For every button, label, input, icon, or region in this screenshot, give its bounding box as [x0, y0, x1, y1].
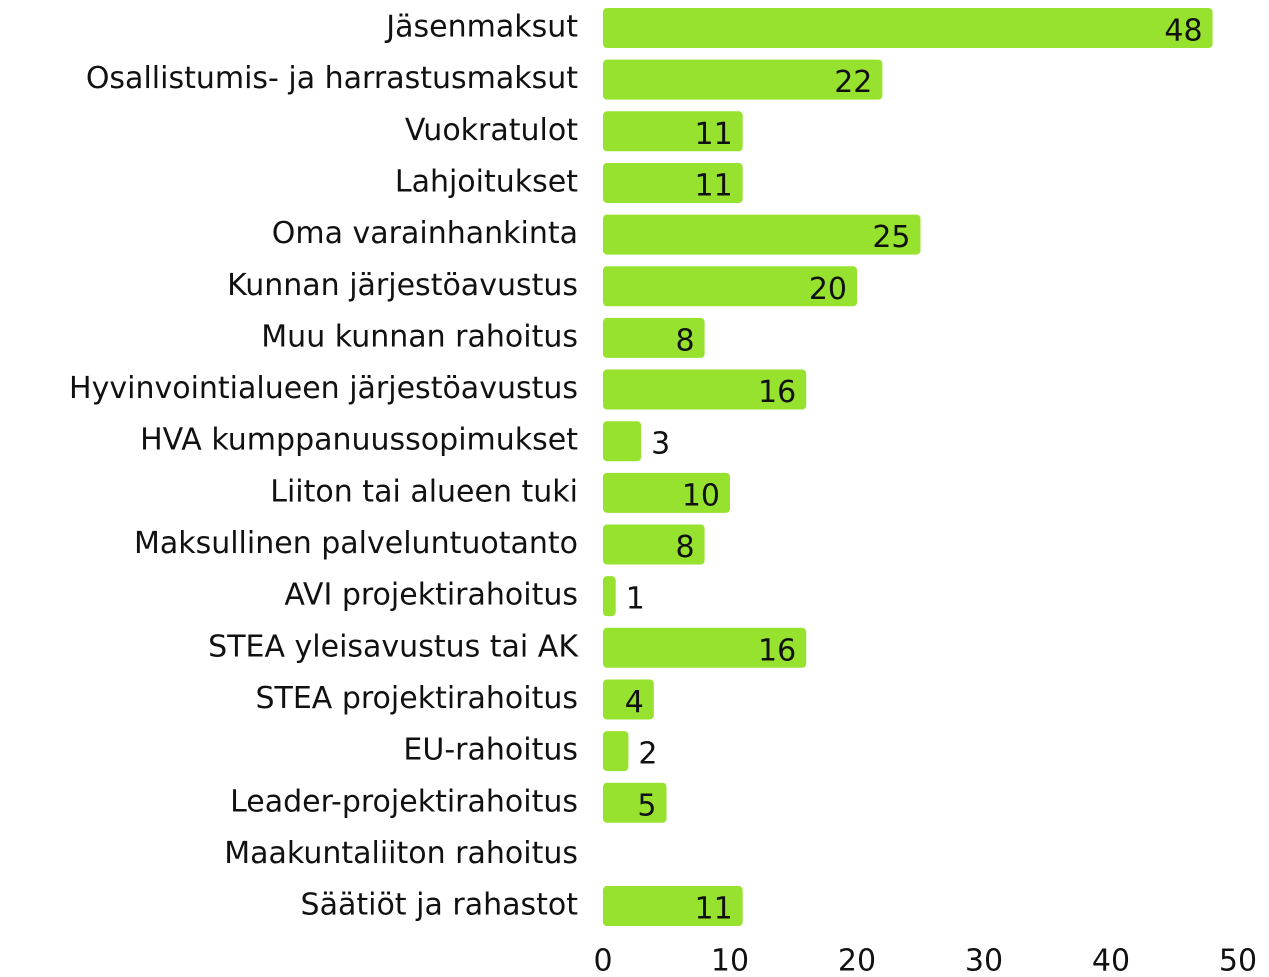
- bar: [603, 524, 705, 565]
- category-label: Maksullinen palveluntuotanto: [134, 526, 578, 561]
- category-label: Hyvinvointialueen järjestöavustus: [69, 371, 578, 406]
- value-label: 25: [872, 220, 910, 255]
- category-label: Oma varainhankinta: [272, 216, 578, 251]
- x-tick-label: 10: [711, 944, 749, 977]
- category-label: Vuokratulot: [405, 113, 578, 148]
- category-label: STEA yleisavustus tai AK: [208, 629, 579, 664]
- bar: [603, 627, 807, 668]
- category-label: Kunnan järjestöavustus: [227, 268, 578, 303]
- category-label: Liiton tai alueen tuki: [270, 474, 578, 509]
- bar: [603, 731, 629, 772]
- bar: [603, 8, 1213, 48]
- value-label: 16: [758, 375, 796, 410]
- bar: [603, 317, 705, 358]
- value-label: 11: [695, 168, 733, 203]
- category-label: Säätiöt ja rahastot: [301, 888, 579, 923]
- value-label: 4: [625, 685, 644, 720]
- bar: [603, 421, 642, 462]
- category-label: AVI projektirahoitus: [284, 578, 578, 613]
- bar: [603, 214, 921, 255]
- bar: [603, 679, 654, 720]
- bar: [603, 59, 883, 100]
- bar: [603, 266, 857, 307]
- value-label: 22: [834, 65, 872, 100]
- category-label: Lahjoitukset: [395, 164, 578, 199]
- value-label: 11: [695, 117, 733, 152]
- value-label: 8: [676, 323, 695, 358]
- category-label: Leader-projektirahoitus: [230, 784, 578, 819]
- bar: [603, 886, 743, 927]
- value-label: 5: [637, 788, 656, 823]
- category-label: EU-rahoitus: [403, 733, 578, 768]
- value-label: 11: [695, 892, 733, 927]
- value-label: 1: [626, 582, 645, 617]
- value-label: 3: [651, 427, 670, 462]
- x-tick-label: 0: [593, 944, 612, 977]
- bar: [603, 111, 743, 152]
- category-label: STEA projektirahoitus: [255, 681, 578, 716]
- value-label: 2: [638, 737, 657, 772]
- category-label: HVA kumppanuussopimukset: [140, 423, 578, 458]
- value-label: 10: [682, 478, 720, 513]
- x-tick-label: 40: [1092, 944, 1130, 977]
- bar: [603, 369, 807, 410]
- x-tick-label: 20: [838, 944, 876, 977]
- x-tick-label: 50: [1219, 944, 1257, 977]
- bar: [603, 472, 730, 513]
- value-label: 48: [1164, 14, 1202, 49]
- category-label: Jäsenmaksut: [384, 10, 578, 45]
- x-tick-label: 30: [965, 944, 1003, 977]
- bar: [603, 782, 667, 823]
- value-label: 16: [758, 633, 796, 668]
- category-label: Muu kunnan rahoitus: [261, 319, 578, 354]
- bar: [603, 162, 743, 203]
- category-label: Maakuntaliiton rahoitus: [224, 836, 578, 871]
- value-label: 20: [809, 272, 847, 307]
- bar: [603, 576, 616, 617]
- value-label: 8: [676, 530, 695, 565]
- category-label: Osallistumis- ja harrastusmaksut: [86, 61, 578, 96]
